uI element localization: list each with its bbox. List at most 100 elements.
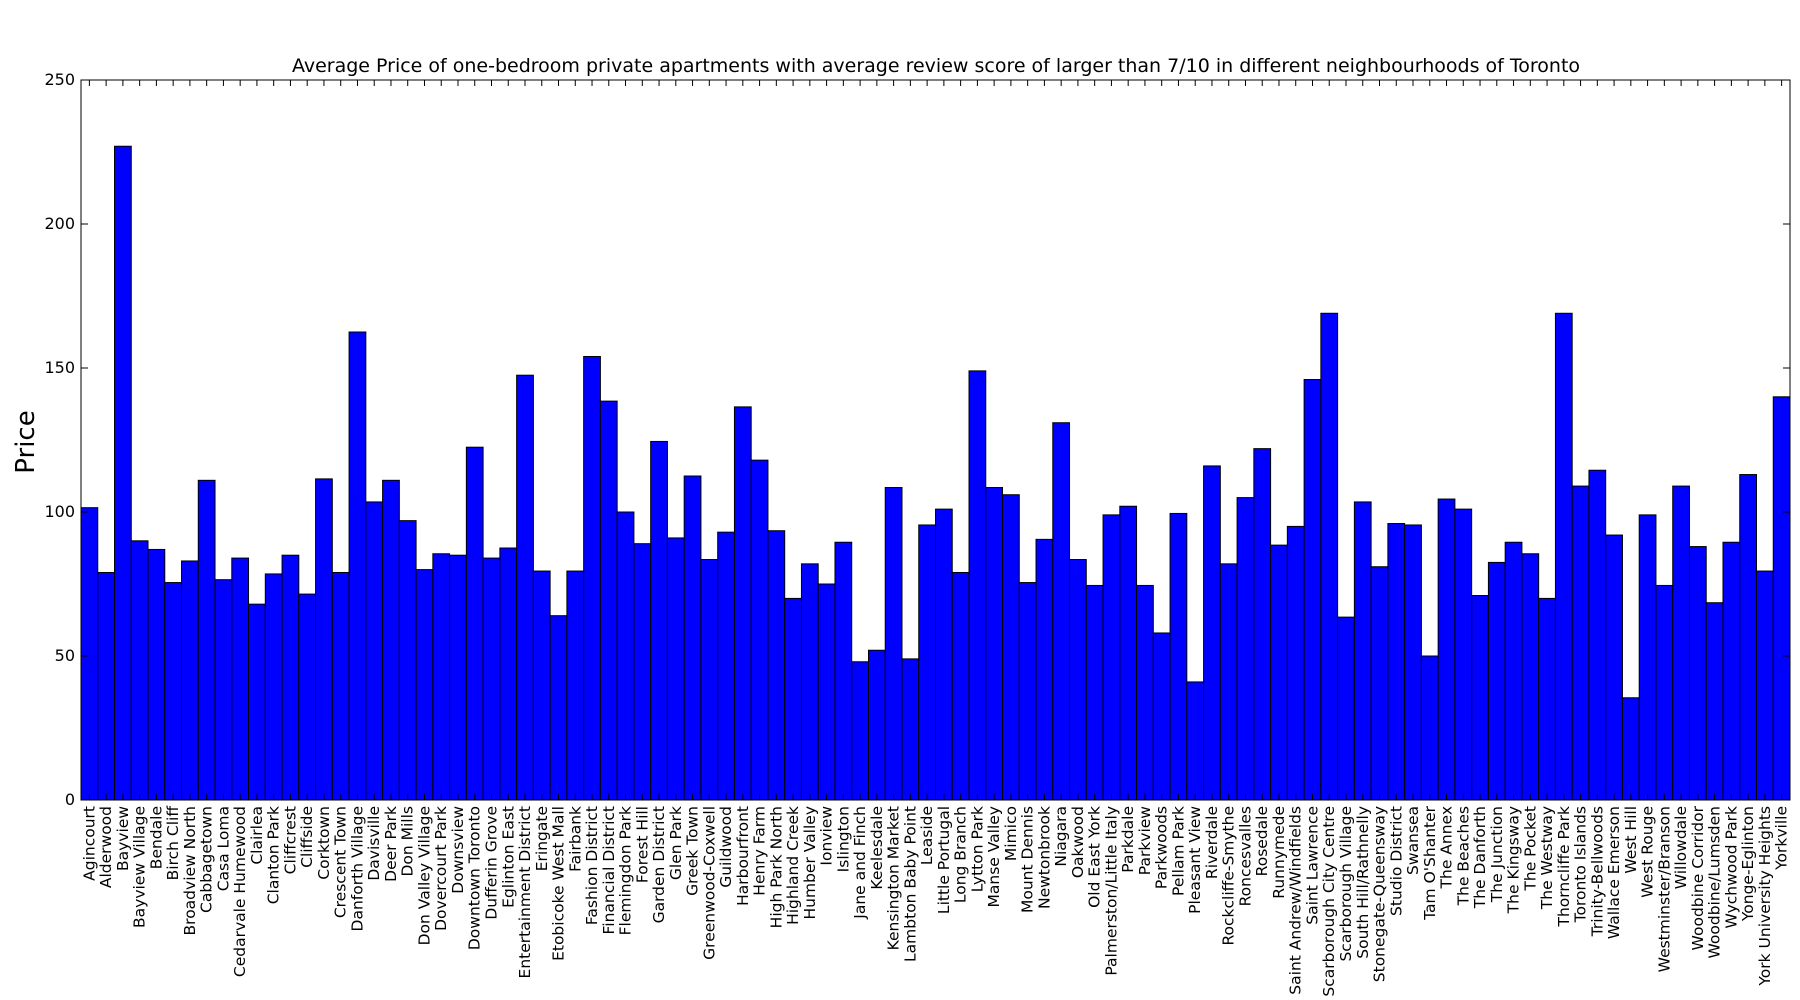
bar <box>1152 632 1171 801</box>
x-tick-label: Scarborough Village <box>1337 806 1355 962</box>
bar <box>1538 597 1556 801</box>
x-tick-label: Oakwood <box>1069 806 1087 878</box>
bar <box>918 524 936 801</box>
x-tick-label: Forest Hill <box>633 806 651 883</box>
bar <box>1739 474 1757 801</box>
x-tick-label: The Danforth <box>1471 806 1489 909</box>
bar <box>1353 501 1372 801</box>
bar <box>700 559 719 801</box>
x-tick-label: Long Branch <box>952 806 970 903</box>
bar <box>1571 485 1590 801</box>
x-tick-label: The Beaches <box>1454 806 1472 906</box>
bar <box>817 583 836 801</box>
bar <box>1303 379 1322 801</box>
x-tick-label: Entertainment District <box>516 806 534 978</box>
x-tick-label: Saint Andrew/Windfields <box>1287 806 1305 995</box>
x-tick-label: Cabbagetown <box>198 806 216 913</box>
x-tick-label: Greek Town <box>684 806 702 896</box>
bar <box>784 597 802 801</box>
x-tick-label: Fashion District <box>583 806 601 925</box>
x-tick-label: Parkdale <box>1119 806 1137 873</box>
x-tick-label: Bayview <box>114 806 132 871</box>
bar <box>1420 655 1439 801</box>
x-tick-label: The Westway <box>1538 806 1556 910</box>
x-tick-label: Roncesvalles <box>1236 806 1254 906</box>
bar <box>1437 498 1456 801</box>
bar <box>549 615 568 801</box>
x-tick-label: Harbourfront <box>734 806 752 906</box>
x-tick-label: Wallace Emerson <box>1605 806 1623 939</box>
bar <box>365 501 384 801</box>
bar <box>1504 541 1523 801</box>
x-tick-label: Willowdale <box>1672 806 1690 889</box>
x-tick-label: Swansea <box>1404 806 1422 875</box>
y-tick-label: 250 <box>44 70 75 89</box>
x-tick-label: Ionview <box>818 806 836 866</box>
x-tick-label: The Annex <box>1438 806 1456 889</box>
x-tick-label: Downtown Toronto <box>466 806 484 950</box>
x-tick-label: Yonge-Eglinton <box>1739 806 1757 922</box>
x-tick-label: Kensington Market <box>885 806 903 950</box>
bar <box>884 487 903 801</box>
bar <box>1772 396 1791 801</box>
x-tick-label: Clairlea <box>248 806 266 865</box>
bar <box>348 331 367 801</box>
bar <box>1688 546 1707 801</box>
bar <box>331 571 350 801</box>
x-tick-label: Danforth Village <box>348 806 366 931</box>
x-tick-label: Dovercourt Park <box>432 806 450 931</box>
x-tick-label: Yorkville <box>1773 806 1791 871</box>
bar <box>449 554 467 801</box>
x-tick-label: Birch Cliff <box>164 806 182 881</box>
bar <box>516 374 534 801</box>
bar <box>717 531 735 801</box>
x-tick-label: Woodbine Corridor <box>1689 805 1707 950</box>
bar <box>214 579 233 801</box>
bar <box>1471 595 1489 801</box>
bar <box>1136 584 1154 801</box>
bar <box>231 557 250 801</box>
bar <box>1286 525 1305 801</box>
bar <box>1387 523 1406 801</box>
bar <box>281 554 300 801</box>
bar <box>398 520 417 801</box>
x-tick-label: Scarborough City Centre <box>1320 806 1338 997</box>
x-tick-label: Keelesdale <box>868 806 886 890</box>
bar <box>532 570 551 801</box>
bar <box>1119 505 1138 801</box>
x-tick-label: Tam O'Shanter <box>1421 805 1439 920</box>
y-axis-label: Price <box>11 410 41 473</box>
y-tick-label: 200 <box>44 214 75 233</box>
x-tick-label: Etobicoke West Mall <box>550 806 568 961</box>
bar <box>482 557 501 801</box>
bar <box>1002 494 1020 801</box>
x-tick-label: Cliffcrest <box>281 806 299 874</box>
bar <box>499 547 518 801</box>
bar <box>985 487 1004 801</box>
bar <box>1454 508 1473 801</box>
x-tick-label: Thorncliffe Park <box>1555 806 1573 927</box>
bar <box>147 548 166 801</box>
bar <box>750 459 769 801</box>
x-tick-label: Greenwood-Coxwell <box>700 806 718 960</box>
x-tick-label: South Hill/Rathnelly <box>1354 806 1372 959</box>
bar <box>1487 561 1506 801</box>
x-tick-label: Studio District <box>1387 806 1405 916</box>
x-tick-label: Westminster/Branson <box>1655 806 1673 972</box>
y-axis-ticks: 0 50 100 150 200 250 <box>44 70 1790 809</box>
x-tick-label: Flemingdon Park <box>617 806 635 935</box>
bar <box>1253 448 1272 801</box>
x-tick-label: Pleasant View <box>1186 806 1204 914</box>
bar <box>181 560 199 801</box>
bar <box>1337 616 1355 801</box>
x-tick-label: Clanton Park <box>265 806 283 904</box>
bar <box>1755 570 1774 801</box>
bar <box>415 569 434 801</box>
bar <box>80 507 99 801</box>
x-tick-label: Financial District <box>600 806 618 934</box>
x-tick-label: Little Portugal <box>935 806 953 914</box>
bar <box>1588 469 1607 801</box>
bar <box>1052 422 1071 801</box>
